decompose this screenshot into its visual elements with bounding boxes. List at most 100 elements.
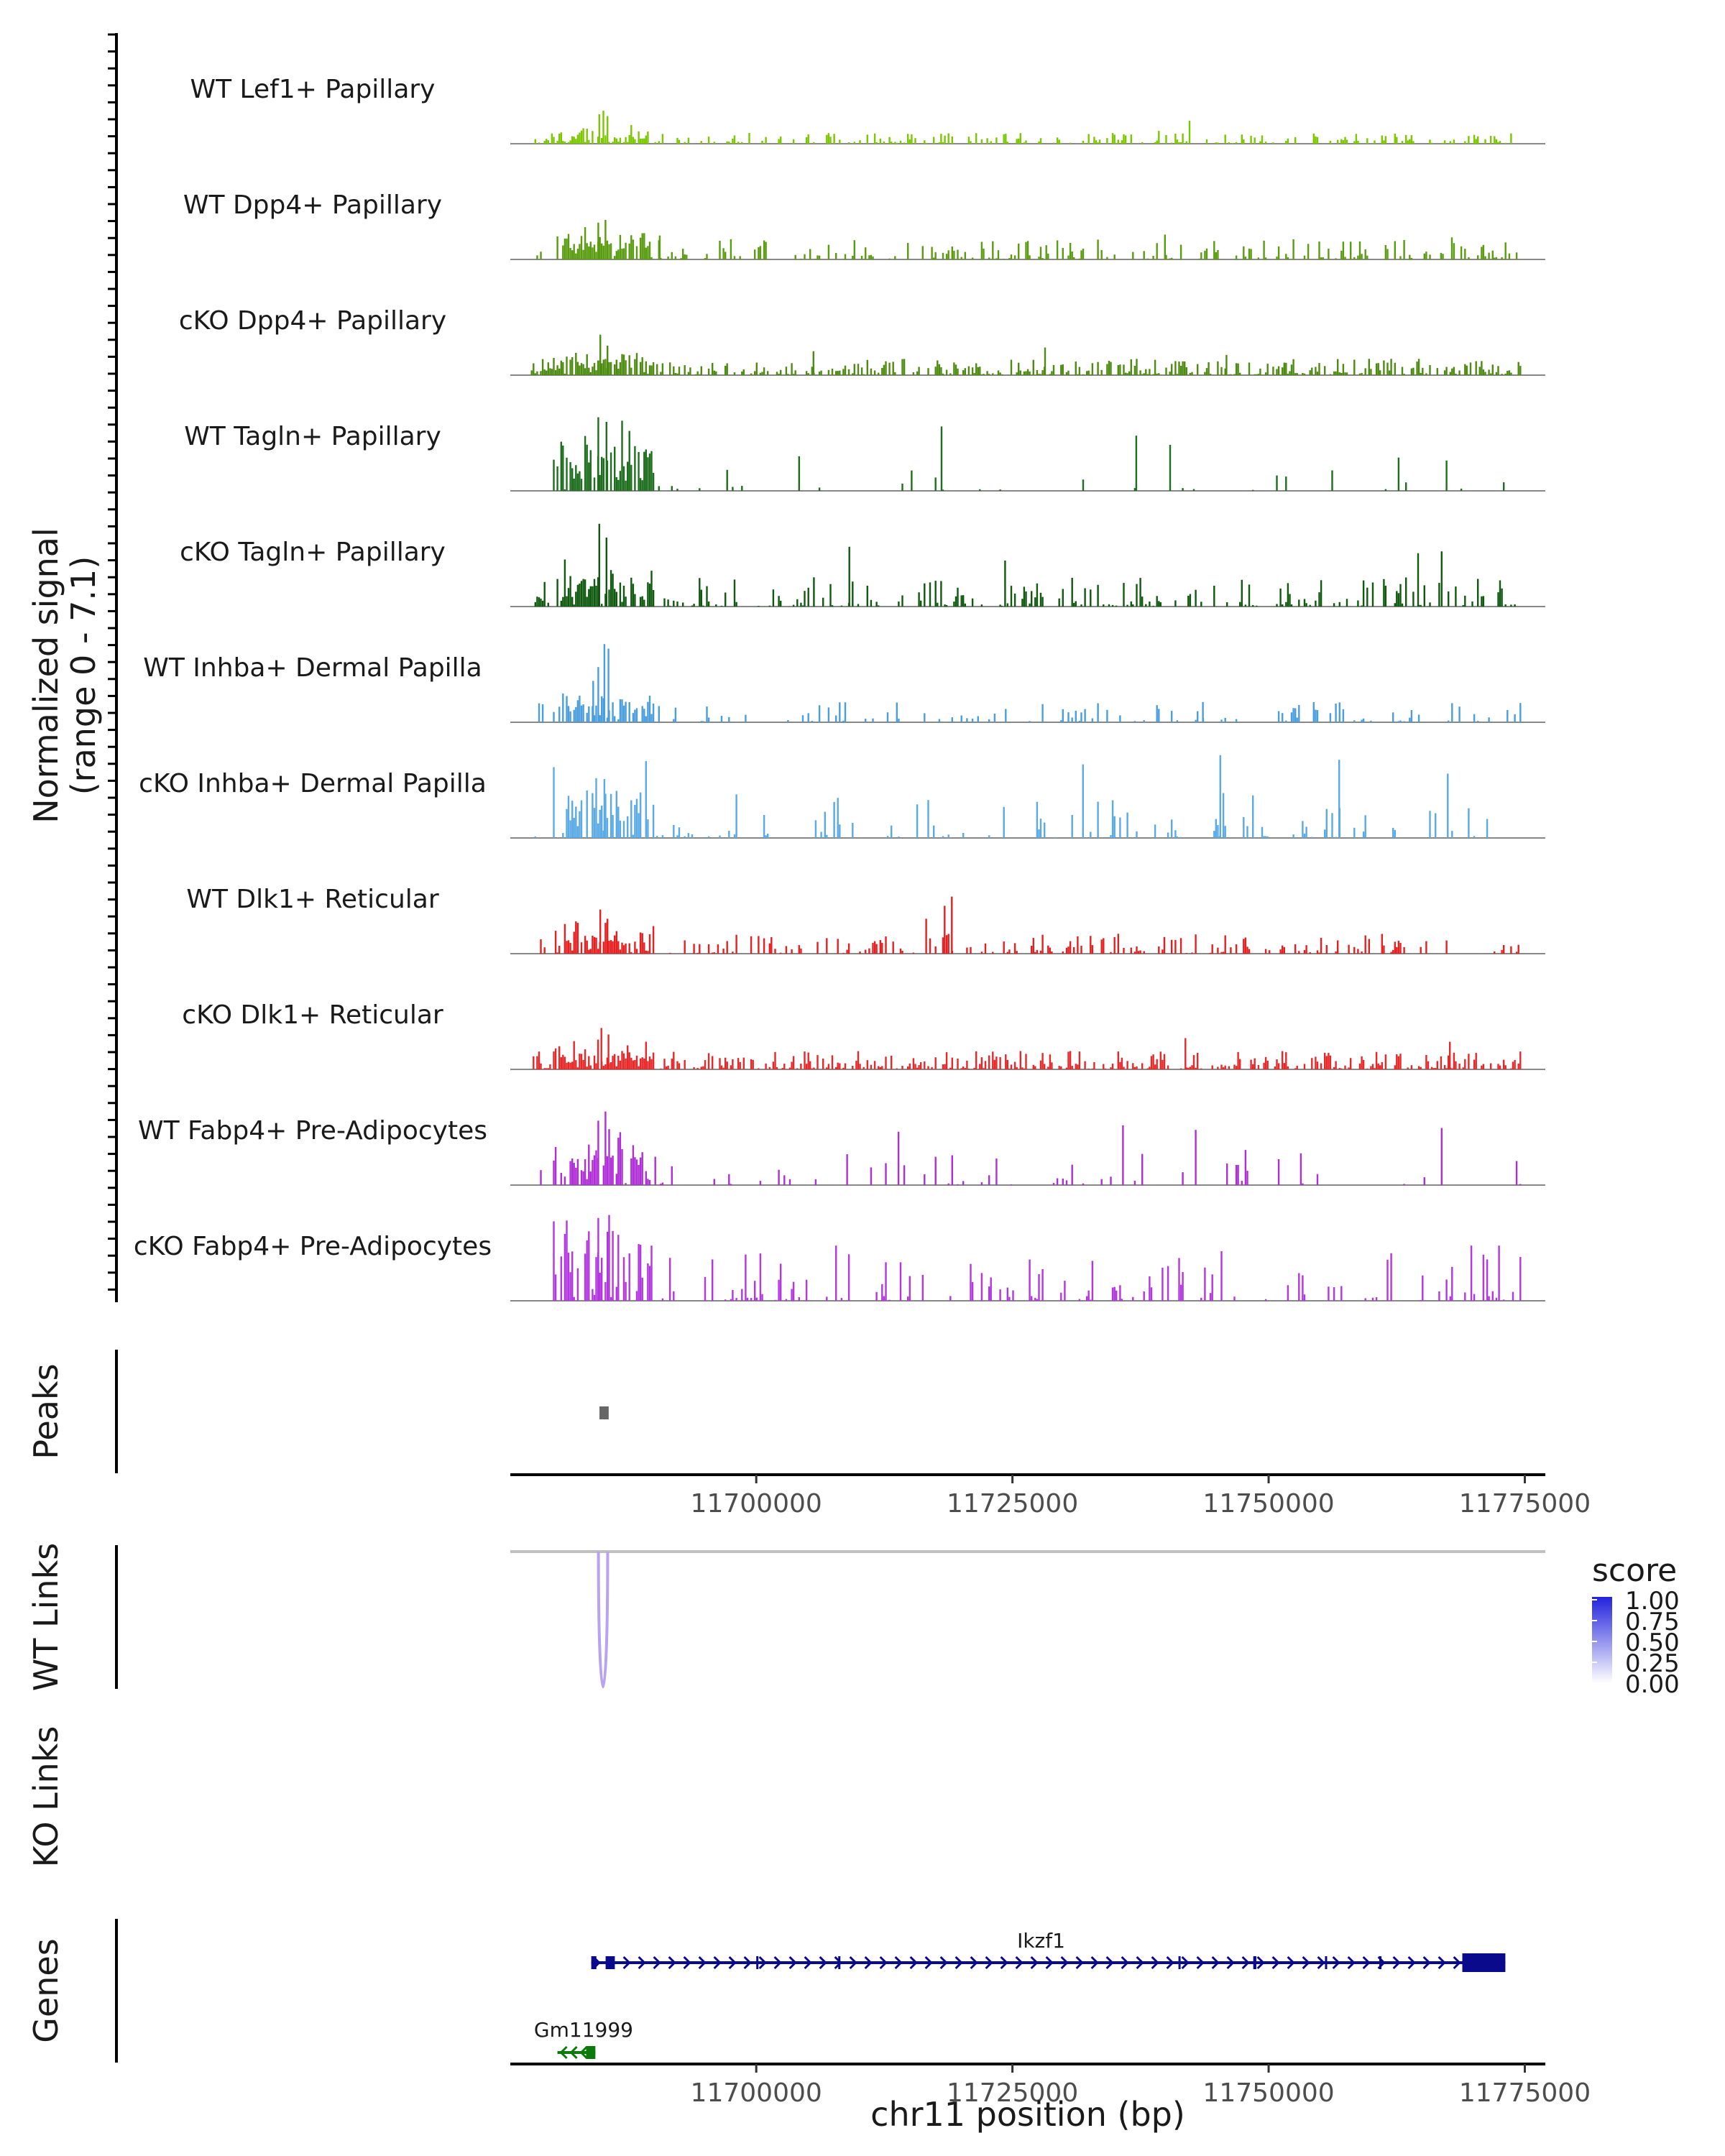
coverage-bar xyxy=(1243,246,1245,259)
coverage-bar xyxy=(707,1053,710,1069)
coverage-bar xyxy=(920,600,922,607)
coverage-bar xyxy=(573,709,575,722)
coverage-bar xyxy=(650,1059,653,1069)
coverage-bar xyxy=(1067,712,1070,722)
coverage-bar xyxy=(647,374,649,375)
coverage-bar xyxy=(1248,949,1251,954)
coverage-bar xyxy=(641,596,643,607)
mid-axis-tick-label: 11725000 xyxy=(947,1489,1078,1519)
coverage-bar xyxy=(833,801,835,838)
coverage-bar xyxy=(648,934,651,954)
coverage-bar xyxy=(1018,362,1020,375)
coverage-bar xyxy=(1401,603,1404,607)
coverage-bar xyxy=(1239,372,1241,375)
coverage-track: cKO Dpp4+ Papillary xyxy=(179,306,1545,376)
coverage-bar xyxy=(1036,1299,1039,1301)
coverage-bar xyxy=(907,1296,909,1301)
coverage-bar xyxy=(635,1159,638,1185)
coverage-bar xyxy=(612,815,614,838)
track-label: cKO Fabp4+ Pre-Adipocytes xyxy=(134,1232,492,1261)
coverage-bar xyxy=(768,1067,770,1069)
strand-arrow xyxy=(788,1955,797,1970)
coverage-bar xyxy=(691,605,694,607)
coverage-bar xyxy=(1106,364,1108,375)
coverage-bar xyxy=(1146,1068,1149,1069)
coverage-bar xyxy=(554,1048,557,1069)
coverage-bar xyxy=(1217,825,1219,838)
coverage-bar xyxy=(607,346,609,375)
coverage-bar xyxy=(558,368,561,375)
coverage-bar xyxy=(1113,134,1116,144)
coverage-bar xyxy=(980,139,983,144)
coverage-bar xyxy=(1067,946,1070,954)
coverage-bar xyxy=(1165,254,1167,259)
coverage-bar xyxy=(1338,602,1340,607)
coverage-bar xyxy=(992,373,994,375)
coverage-bar xyxy=(560,132,562,144)
coverage-bar xyxy=(700,1067,702,1069)
coverage-bar xyxy=(852,823,854,838)
coverage-bar xyxy=(617,479,620,491)
coverage-bar xyxy=(898,719,900,722)
coverage-bar xyxy=(1250,1059,1252,1069)
coverage-bar xyxy=(999,489,1001,491)
coverage-bar xyxy=(1410,1065,1413,1069)
coverage-bar xyxy=(673,719,675,722)
coverage-bar xyxy=(748,133,750,144)
coverage-bar xyxy=(1429,364,1431,375)
coverage-bar xyxy=(1519,1051,1522,1069)
coverage-bar xyxy=(824,811,826,838)
coverage-bar xyxy=(1250,249,1252,259)
coverage-bar xyxy=(1093,137,1095,144)
coverage-bar xyxy=(678,367,681,375)
coverage-bar xyxy=(1427,1061,1430,1069)
strand-arrow xyxy=(1241,1955,1250,1970)
coverage-bar xyxy=(1111,800,1114,838)
coverage-bar xyxy=(1383,579,1385,607)
coverage-bar xyxy=(1451,142,1453,144)
coverage-bar xyxy=(575,253,577,259)
coverage-bar xyxy=(1358,373,1361,375)
coverage-bar xyxy=(1097,703,1099,722)
coverage-bar xyxy=(1438,583,1440,607)
track-label: WT Dpp4+ Papillary xyxy=(183,190,442,220)
coverage-bar xyxy=(1322,257,1324,259)
coverage-bar xyxy=(885,1056,887,1069)
coverage-bar xyxy=(564,374,566,375)
coverage-bar xyxy=(891,1056,893,1069)
coverage-bar xyxy=(1016,139,1018,144)
coverage-bar xyxy=(1285,720,1287,722)
coverage-bar xyxy=(678,827,681,838)
coverage-bar xyxy=(951,1057,953,1069)
coverage-bar xyxy=(665,1066,668,1069)
coverage-bar xyxy=(584,1253,586,1301)
coverage-bar xyxy=(1325,808,1328,838)
coverage-bar xyxy=(536,1056,538,1069)
coverage-bar xyxy=(837,798,839,838)
coverage-bar xyxy=(839,824,841,838)
coverage-bar xyxy=(1515,1161,1518,1185)
coverage-bar xyxy=(1298,599,1300,607)
coverage-bar xyxy=(699,578,701,607)
coverage-bar xyxy=(1435,813,1437,838)
gene-exon xyxy=(591,1956,597,1969)
coverage-bar xyxy=(1462,1067,1464,1069)
coverage-bar xyxy=(964,252,966,259)
coverage-bar xyxy=(942,142,944,144)
coverage-bar xyxy=(1130,359,1132,375)
coverage-bar xyxy=(619,949,622,954)
coverage-bar xyxy=(1397,940,1400,954)
coverage-bar xyxy=(1370,369,1372,375)
coverage-bar xyxy=(593,363,596,375)
coverage-bar xyxy=(1368,939,1370,954)
coverage-bar xyxy=(630,577,632,607)
coverage-bar xyxy=(650,1245,653,1301)
coverage-bar xyxy=(857,364,860,375)
coverage-bar xyxy=(632,137,635,144)
coverage-bar xyxy=(1133,1180,1136,1185)
coverage-bar xyxy=(1110,361,1112,375)
coverage-bar xyxy=(684,254,686,259)
coverage-bar xyxy=(1004,561,1006,607)
coverage-bar xyxy=(647,951,649,954)
coverage-bar xyxy=(1133,1067,1136,1069)
